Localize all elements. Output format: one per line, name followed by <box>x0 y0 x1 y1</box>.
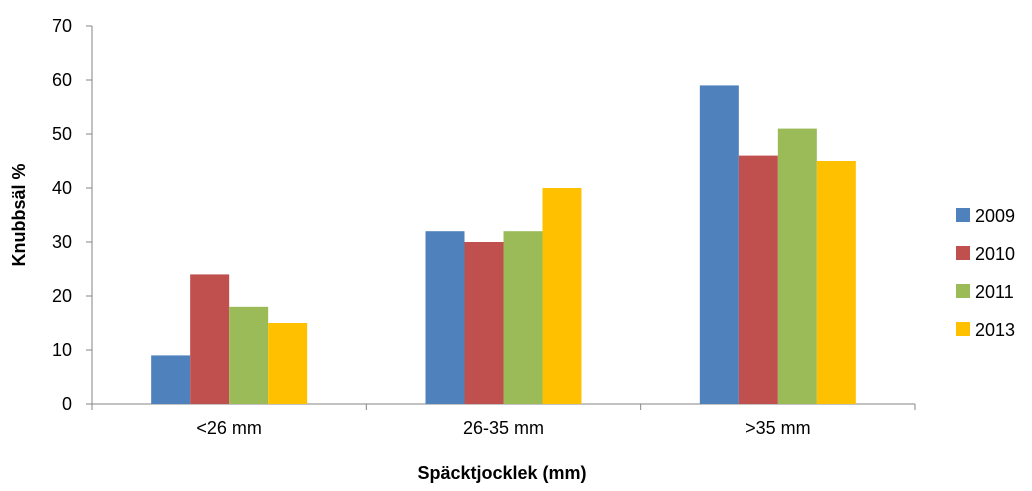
bar-2010-1 <box>464 242 504 404</box>
y-tick-label: 10 <box>52 340 72 360</box>
y-tick-label: 40 <box>52 178 72 198</box>
bar-2009-0 <box>151 355 191 404</box>
bar-2013-2 <box>816 161 856 404</box>
legend-label-2011: 2011 <box>975 282 1014 302</box>
bar-2011-0 <box>229 306 269 404</box>
legend-label-2010: 2010 <box>975 244 1015 264</box>
y-tick-label: 50 <box>52 124 72 144</box>
legend-label-2009: 2009 <box>975 206 1015 226</box>
legend-swatch-2009 <box>956 208 970 222</box>
bar-2010-0 <box>190 274 230 404</box>
x-axis: <26 mm 26-35 mm >35 mm <box>91 403 916 438</box>
x-tick-label: 26-35 mm <box>463 418 544 438</box>
y-axis: 0 10 20 30 40 50 60 70 <box>52 16 93 414</box>
x-tick-label: <26 mm <box>196 418 262 438</box>
y-tick-label: 60 <box>52 70 72 90</box>
x-tick-label: >35 mm <box>745 418 811 438</box>
bar-2010-2 <box>738 155 778 404</box>
y-axis-title: Knubbsäl % <box>9 163 29 266</box>
bar-2013-1 <box>542 188 582 404</box>
y-tick-label: 30 <box>52 232 72 252</box>
y-tick-label: 0 <box>62 394 72 414</box>
y-tick-label: 70 <box>52 16 72 36</box>
bar-2009-2 <box>699 85 739 405</box>
x-axis-title: Späcktjocklek (mm) <box>417 463 586 483</box>
legend-swatch-2013 <box>956 322 970 336</box>
legend: 2009 2010 2011 2013 <box>956 206 1015 340</box>
legend-label-2013: 2013 <box>975 320 1015 340</box>
bar-2009-1 <box>425 231 465 404</box>
y-tick-label: 20 <box>52 286 72 306</box>
bar-2013-0 <box>268 323 308 404</box>
bar-2011-2 <box>777 128 817 404</box>
legend-swatch-2011 <box>956 284 970 298</box>
bars <box>151 85 856 405</box>
legend-swatch-2010 <box>956 246 970 260</box>
bar-2011-1 <box>503 231 543 404</box>
